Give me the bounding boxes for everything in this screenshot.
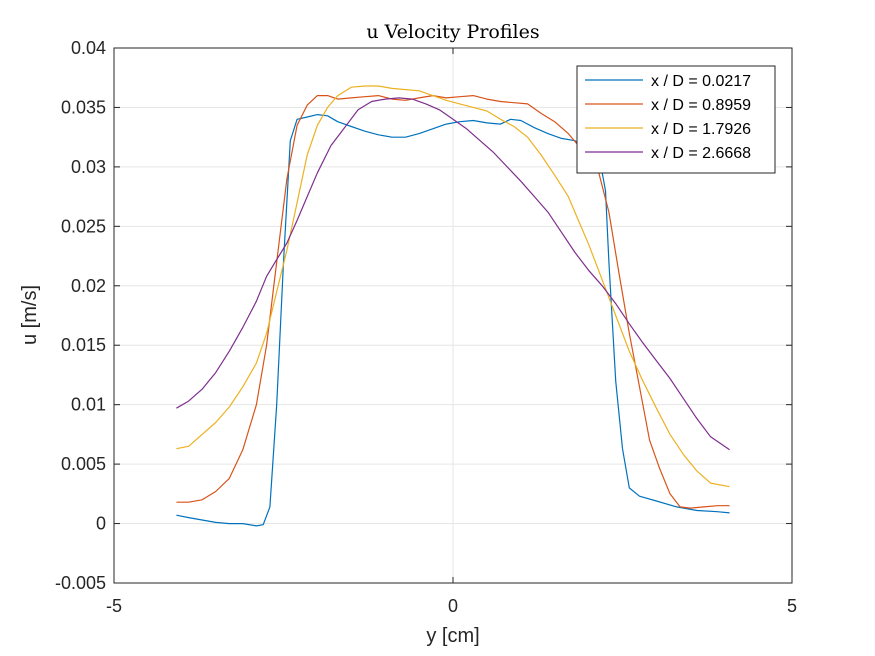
- y-tick-label: 0.025: [61, 216, 106, 236]
- series-lines: [176, 85, 730, 527]
- legend-label-4: x / D = 2.6668: [651, 145, 751, 162]
- x-axis-label: y [cm]: [426, 625, 479, 647]
- y-tick-label: 0.02: [71, 276, 106, 296]
- y-tick-label: 0.005: [61, 454, 106, 474]
- chart-title: u Velocity Profiles: [366, 21, 539, 43]
- x-tick-label: 5: [787, 596, 797, 616]
- series-line-2: [176, 94, 730, 509]
- legend-label-1: x / D = 0.0217: [651, 73, 751, 90]
- y-tick-label: 0.01: [71, 395, 106, 415]
- legend-label-3: x / D = 1.7926: [651, 121, 751, 138]
- y-tick-label: -0.005: [55, 573, 106, 593]
- y-tick-label: 0.03: [71, 157, 106, 177]
- legend-label-2: x / D = 0.8959: [651, 97, 751, 114]
- tick-labels: -5 0 5 -0.005 0 0.005 0.01 0.015 0.02 0.025 0.03 0.…: [55, 38, 797, 616]
- x-tick-label: -5: [106, 596, 122, 616]
- y-tick-label: 0: [96, 514, 106, 534]
- y-tick-label: 0.015: [61, 335, 106, 355]
- y-tick-label: 0.035: [61, 97, 106, 117]
- legend: x / D = 0.0217 x / D = 0.8959 x / D = 1.79…: [576, 65, 776, 174]
- series-line-4: [176, 97, 730, 451]
- ticks: [113, 47, 793, 584]
- series-line-1: [176, 113, 730, 527]
- series-line-3: [176, 85, 730, 488]
- y-tick-label: 0.04: [71, 38, 106, 58]
- legend-box: [576, 65, 776, 174]
- y-axis-label: u [m/s]: [19, 285, 41, 345]
- x-tick-label: 0: [448, 596, 458, 616]
